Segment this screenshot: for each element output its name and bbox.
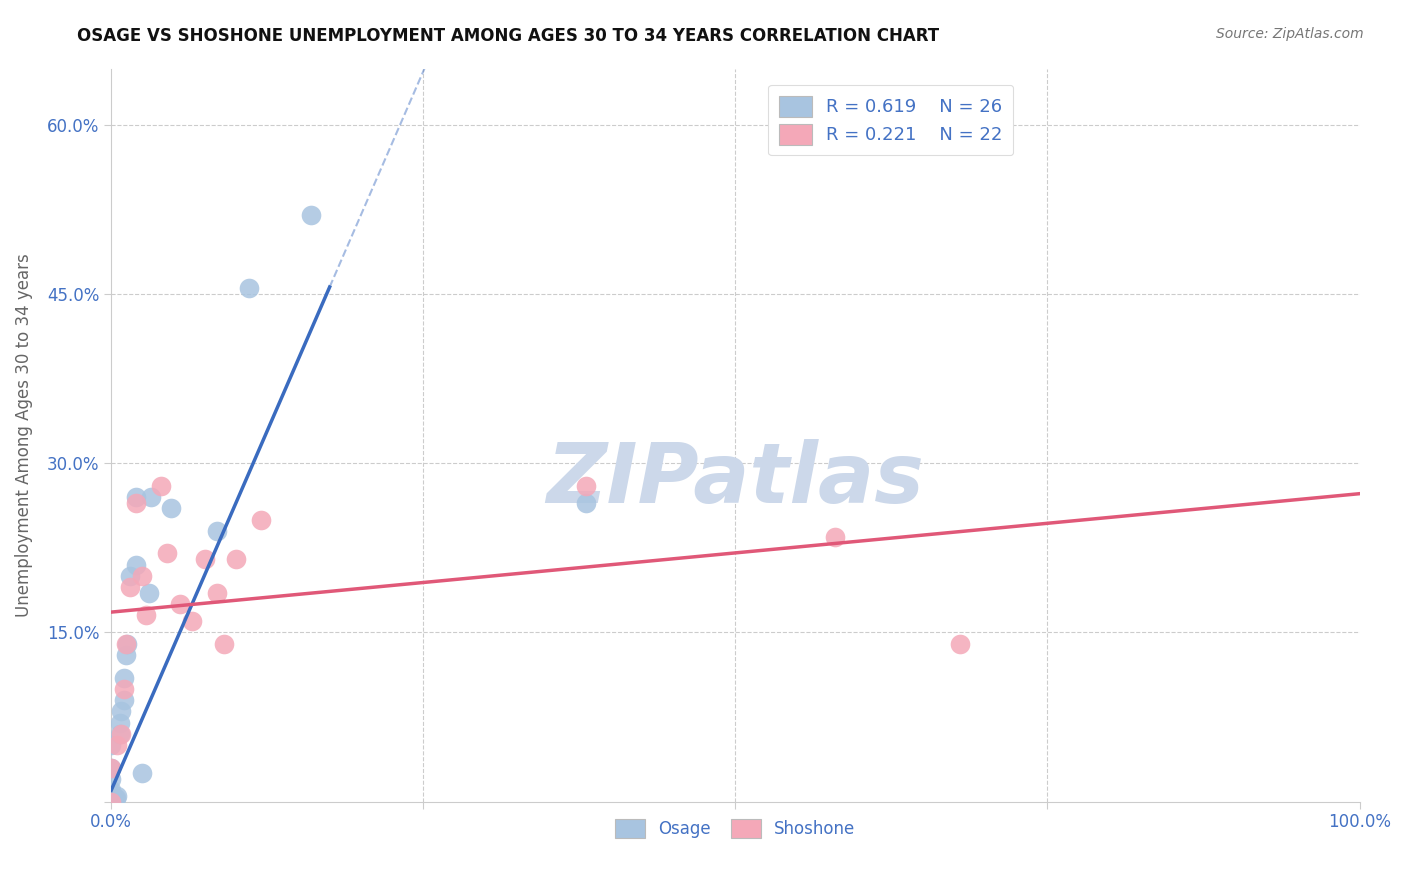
Point: [169, 597, 191, 611]
Point: [112, 693, 135, 707]
Point: [207, 524, 229, 538]
Point: [112, 681, 135, 696]
Point: [108, 715, 131, 730]
Point: [574, 496, 596, 510]
Point: [181, 614, 204, 628]
Point: [150, 479, 173, 493]
Point: [110, 704, 132, 718]
Point: [117, 637, 139, 651]
Point: [160, 501, 183, 516]
Point: [100, 772, 122, 786]
Text: Source: ZipAtlas.com: Source: ZipAtlas.com: [1216, 27, 1364, 41]
Text: ZIPatlas: ZIPatlas: [547, 439, 924, 519]
Point: [100, 783, 122, 797]
Point: [156, 546, 179, 560]
Point: [107, 789, 129, 803]
Point: [100, 795, 122, 809]
Point: [115, 648, 138, 662]
Point: [250, 513, 273, 527]
Point: [115, 637, 138, 651]
Point: [100, 761, 122, 775]
Point: [299, 208, 322, 222]
Point: [104, 791, 127, 805]
Point: [112, 671, 135, 685]
Point: [238, 281, 260, 295]
Point: [225, 552, 247, 566]
Point: [105, 791, 128, 805]
Point: [131, 766, 153, 780]
Point: [212, 637, 235, 651]
Point: [135, 608, 157, 623]
Point: [107, 738, 129, 752]
Point: [138, 586, 160, 600]
Point: [824, 530, 846, 544]
Point: [118, 580, 141, 594]
Point: [194, 552, 217, 566]
Point: [110, 727, 132, 741]
Point: [100, 738, 122, 752]
Point: [118, 569, 141, 583]
Text: OSAGE VS SHOSHONE UNEMPLOYMENT AMONG AGES 30 TO 34 YEARS CORRELATION CHART: OSAGE VS SHOSHONE UNEMPLOYMENT AMONG AGE…: [77, 27, 939, 45]
Point: [100, 761, 122, 775]
Point: [139, 490, 162, 504]
Point: [108, 727, 131, 741]
Point: [125, 496, 148, 510]
Point: [125, 490, 148, 504]
Y-axis label: Unemployment Among Ages 30 to 34 years: Unemployment Among Ages 30 to 34 years: [15, 253, 32, 617]
Point: [949, 637, 972, 651]
Point: [574, 479, 596, 493]
Point: [207, 586, 229, 600]
Point: [125, 558, 148, 572]
Legend: Osage, Shoshone: Osage, Shoshone: [609, 812, 862, 845]
Point: [100, 795, 122, 809]
Point: [131, 569, 153, 583]
